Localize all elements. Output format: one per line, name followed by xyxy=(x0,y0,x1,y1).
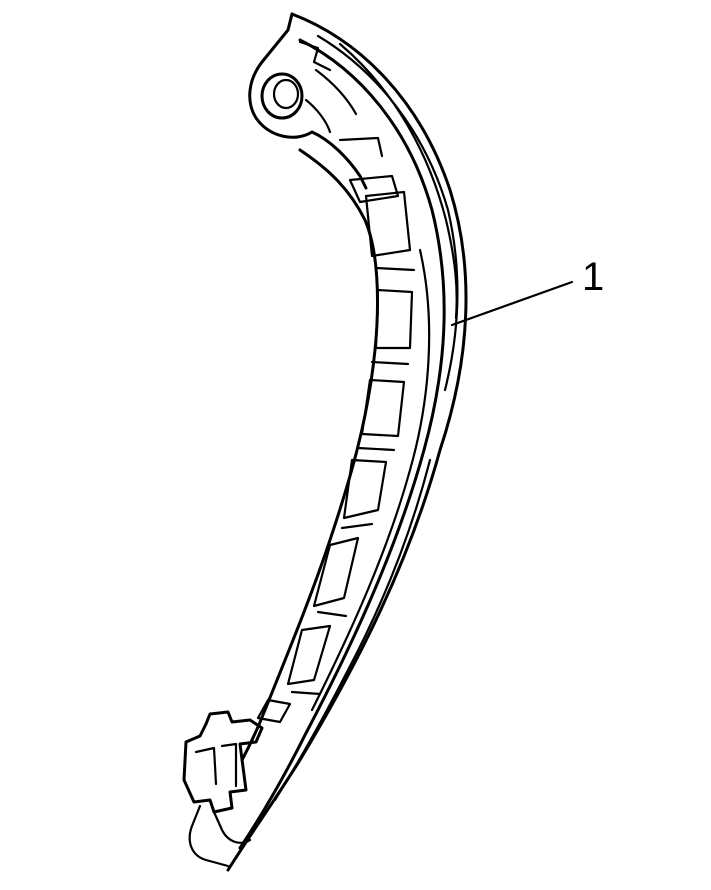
guide-front-rail-line-2 xyxy=(273,458,432,802)
rib-windows xyxy=(256,174,414,724)
callout-leader-line xyxy=(450,280,574,327)
top-mount-flange xyxy=(298,40,384,158)
guide-front-rail-line xyxy=(310,248,431,712)
rib-window xyxy=(348,174,400,204)
guide-rail-highlight xyxy=(338,42,458,320)
top-mount-hole xyxy=(260,72,304,120)
rib-cross-members xyxy=(290,266,416,696)
guide-front-rail xyxy=(238,38,446,850)
guide-web-inner-edge xyxy=(240,148,380,762)
rib-window xyxy=(342,458,388,520)
top-mount-body xyxy=(248,12,368,190)
chain-guide-part xyxy=(182,12,468,872)
rib-window xyxy=(256,698,292,724)
rib-window xyxy=(360,378,406,438)
rib-window xyxy=(312,536,360,608)
guide-outer-rail-inner-line xyxy=(316,34,459,392)
bottom-clip-body xyxy=(182,710,264,814)
rib-window xyxy=(364,190,412,258)
bottom-clip-detail xyxy=(188,742,252,868)
guide-outer-rail xyxy=(226,12,468,872)
top-mount-hole-inner xyxy=(272,78,300,110)
rib-window xyxy=(374,288,414,350)
rib-window xyxy=(286,624,332,686)
callout-label-1: 1 xyxy=(582,255,604,299)
